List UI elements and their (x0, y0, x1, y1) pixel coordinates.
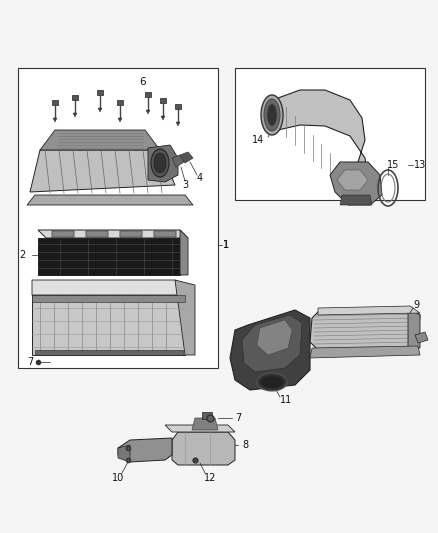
Polygon shape (120, 231, 142, 237)
Polygon shape (52, 231, 74, 237)
Polygon shape (172, 155, 184, 167)
Text: 1: 1 (223, 240, 229, 250)
Bar (235, 68, 425, 200)
Polygon shape (118, 445, 130, 462)
Text: 11: 11 (280, 395, 292, 405)
Ellipse shape (264, 99, 280, 131)
Polygon shape (202, 412, 212, 419)
Polygon shape (180, 152, 193, 163)
Polygon shape (148, 145, 178, 182)
Polygon shape (154, 231, 176, 237)
Text: 7: 7 (235, 413, 241, 423)
Text: 12: 12 (204, 473, 216, 483)
Polygon shape (97, 90, 103, 95)
Text: 15: 15 (387, 160, 399, 170)
Polygon shape (117, 100, 123, 105)
Polygon shape (38, 230, 188, 238)
Polygon shape (154, 231, 176, 237)
Polygon shape (32, 295, 185, 302)
Text: 3: 3 (182, 180, 188, 190)
Polygon shape (52, 231, 74, 237)
Polygon shape (160, 98, 166, 103)
Polygon shape (27, 195, 193, 205)
Ellipse shape (261, 95, 283, 135)
Polygon shape (165, 425, 235, 432)
Polygon shape (172, 432, 235, 465)
Polygon shape (32, 295, 185, 355)
Ellipse shape (261, 376, 283, 388)
Polygon shape (35, 350, 183, 355)
Text: 13: 13 (414, 160, 426, 170)
Polygon shape (415, 332, 428, 343)
Text: 4: 4 (197, 173, 203, 183)
Polygon shape (257, 320, 292, 355)
Text: 2: 2 (19, 250, 25, 260)
Ellipse shape (151, 149, 169, 177)
Polygon shape (40, 130, 160, 150)
Polygon shape (118, 118, 122, 122)
Polygon shape (242, 315, 302, 372)
Polygon shape (52, 100, 58, 105)
Polygon shape (161, 116, 165, 120)
Text: 14: 14 (252, 135, 264, 145)
Polygon shape (53, 118, 57, 122)
Polygon shape (230, 310, 310, 390)
Polygon shape (175, 280, 195, 355)
Polygon shape (38, 238, 180, 275)
Ellipse shape (154, 153, 166, 173)
Polygon shape (145, 92, 151, 97)
Ellipse shape (267, 104, 277, 126)
Polygon shape (318, 306, 420, 315)
Polygon shape (176, 122, 180, 126)
Polygon shape (30, 150, 175, 192)
Polygon shape (192, 418, 218, 430)
Ellipse shape (257, 373, 287, 391)
Polygon shape (120, 231, 142, 237)
Polygon shape (330, 162, 382, 205)
Text: 1: 1 (223, 240, 229, 250)
Polygon shape (98, 108, 102, 112)
Polygon shape (310, 308, 420, 350)
Polygon shape (86, 231, 108, 237)
Polygon shape (278, 90, 368, 192)
Bar (18, 68, 218, 368)
Polygon shape (310, 346, 420, 358)
Text: 8: 8 (242, 440, 248, 450)
Polygon shape (32, 280, 185, 295)
Polygon shape (337, 170, 368, 190)
Text: 10: 10 (112, 473, 124, 483)
Polygon shape (146, 110, 150, 114)
Polygon shape (73, 113, 77, 117)
Text: 9: 9 (413, 300, 419, 310)
Polygon shape (118, 438, 172, 462)
Polygon shape (180, 230, 188, 275)
Polygon shape (175, 104, 181, 109)
Polygon shape (72, 95, 78, 100)
Text: 6: 6 (140, 77, 146, 87)
Polygon shape (86, 231, 108, 237)
Text: 7: 7 (27, 357, 33, 367)
Polygon shape (408, 308, 420, 348)
Polygon shape (340, 195, 372, 205)
